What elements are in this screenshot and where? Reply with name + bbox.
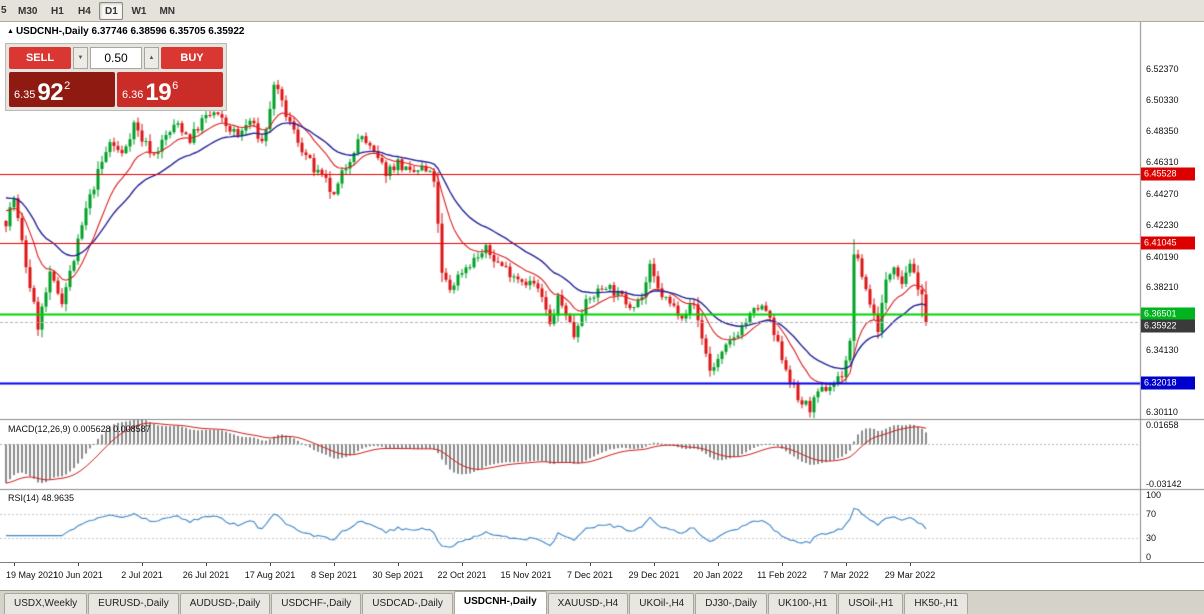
sell-price-box[interactable]: 6.35 92 2 (9, 72, 115, 107)
symbol-tab-eurusd-daily[interactable]: EURUSD-,Daily (88, 593, 179, 614)
date-tick (654, 563, 655, 566)
date-axis-label: 8 Sep 2021 (310, 570, 358, 580)
date-tick (270, 563, 271, 566)
date-axis-label: 17 Aug 2021 (244, 570, 296, 580)
sell-price-point: 2 (64, 80, 71, 92)
timeframe-button-w1[interactable]: W1 (131, 5, 147, 17)
symbol-tab-usdcad-daily[interactable]: USDCAD-,Daily (362, 593, 453, 614)
date-tick (910, 563, 911, 566)
date-tick (334, 563, 335, 566)
date-axis-label: 26 Jul 2021 (182, 570, 230, 580)
buy-price-prefix: 6.36 (122, 89, 144, 101)
date-axis[interactable]: 19 May 2021 10 Jun 2021 2 Jul 2021 26 Jul 2… (0, 562, 1204, 590)
timeframe-button-m30[interactable]: M30 (18, 5, 38, 17)
date-tick (782, 563, 783, 566)
date-tick (14, 563, 15, 566)
date-axis-label: 7 Mar 2022 (823, 570, 869, 580)
symbol-tab-audusd-daily[interactable]: AUDUSD-,Daily (179, 593, 271, 614)
timeframe-partial-button[interactable]: 5 (1, 5, 7, 16)
sell-price-prefix: 6.35 (14, 89, 36, 101)
timeframe-buttons: M30 H1 H4 D1 W1 MN (13, 1, 180, 20)
buy-price-pips: 19 (145, 79, 172, 106)
chart-title: ▲ USDCNH-,Daily 6.37746 6.38596 6.35705 6… (7, 26, 244, 37)
sell-price-pips: 92 (37, 79, 64, 106)
symbol-tab-usdx-weekly[interactable]: USDX,Weekly (4, 593, 88, 614)
date-axis-label: 2 Jul 2021 (121, 570, 163, 580)
one-click-trading-panel: SELL ▼ ▲ BUY 6.35 92 2 6.36 19 6 (5, 43, 227, 111)
chevron-down-icon: ▼ (77, 55, 84, 61)
date-tick (846, 563, 847, 566)
date-axis-label: 29 Dec 2021 (628, 570, 680, 580)
date-tick (590, 563, 591, 566)
symbol-tab-dj30-daily[interactable]: DJ30-,Daily (695, 593, 767, 614)
date-tick (206, 563, 207, 566)
date-axis-label: 10 Jun 2021 (53, 570, 103, 580)
volume-up-button[interactable]: ▲ (144, 47, 159, 69)
symbol-tab-uk100-h1[interactable]: UK100-,H1 (767, 593, 838, 614)
date-axis-label: 22 Oct 2021 (437, 570, 487, 580)
date-axis-label: 15 Nov 2021 (500, 570, 552, 580)
price-chart-canvas[interactable] (0, 22, 1204, 562)
symbol-period-label: USDCNH-,Daily (15, 26, 89, 37)
symbol-tab-usdcnh-daily[interactable]: USDCNH-,Daily (453, 591, 547, 614)
chart-window: ▲ USDCNH-,Daily 6.37746 6.38596 6.35705 6… (0, 22, 1204, 590)
buy-price-box[interactable]: 6.36 19 6 (117, 72, 223, 107)
symbol-tab-ukoil-h4[interactable]: UKOil-,H4 (629, 593, 695, 614)
date-axis-label: 19 May 2021 (5, 570, 59, 580)
period-toolbar: 5 M30 H1 H4 D1 W1 MN (0, 0, 1204, 22)
date-axis-label: 30 Sep 2021 (372, 570, 424, 580)
date-tick (526, 563, 527, 566)
timeframe-button-h1[interactable]: H1 (51, 5, 64, 17)
symbol-tab-usdchf-daily[interactable]: USDCHF-,Daily (271, 593, 362, 614)
date-tick (78, 563, 79, 566)
date-axis-label: 11 Feb 2022 (757, 570, 807, 580)
date-axis-label: 7 Dec 2021 (566, 570, 614, 580)
volume-down-button[interactable]: ▼ (73, 47, 88, 69)
collapse-arrow-icon[interactable]: ▲ (7, 28, 14, 35)
symbol-tab-xauusd-h4[interactable]: XAUUSD-,H4 (547, 593, 629, 614)
date-axis-label: 29 Mar 2022 (884, 570, 936, 580)
timeframe-button-mn[interactable]: MN (159, 5, 176, 17)
buy-price-point: 6 (172, 80, 179, 92)
symbol-tab-hk50-h1[interactable]: HK50-,H1 (904, 593, 969, 614)
date-axis-label: 20 Jan 2022 (693, 570, 743, 580)
chevron-up-icon: ▲ (148, 55, 155, 61)
timeframe-button-d1[interactable]: D1 (99, 1, 124, 20)
timeframe-button-h4[interactable]: H4 (78, 5, 91, 17)
date-tick (462, 563, 463, 566)
volume-input[interactable] (90, 47, 142, 69)
ohlc-values: 6.37746 6.38596 6.35705 6.35922 (91, 26, 245, 37)
date-tick (142, 563, 143, 566)
sell-button[interactable]: SELL (9, 47, 71, 69)
buy-button[interactable]: BUY (161, 47, 223, 69)
date-tick (718, 563, 719, 566)
date-tick (398, 563, 399, 566)
symbol-tab-usoil-h1[interactable]: USOil-,H1 (838, 593, 904, 614)
symbol-tabbar: USDX,Weekly EURUSD-,Daily AUDUSD-,Daily USD… (0, 590, 1204, 614)
